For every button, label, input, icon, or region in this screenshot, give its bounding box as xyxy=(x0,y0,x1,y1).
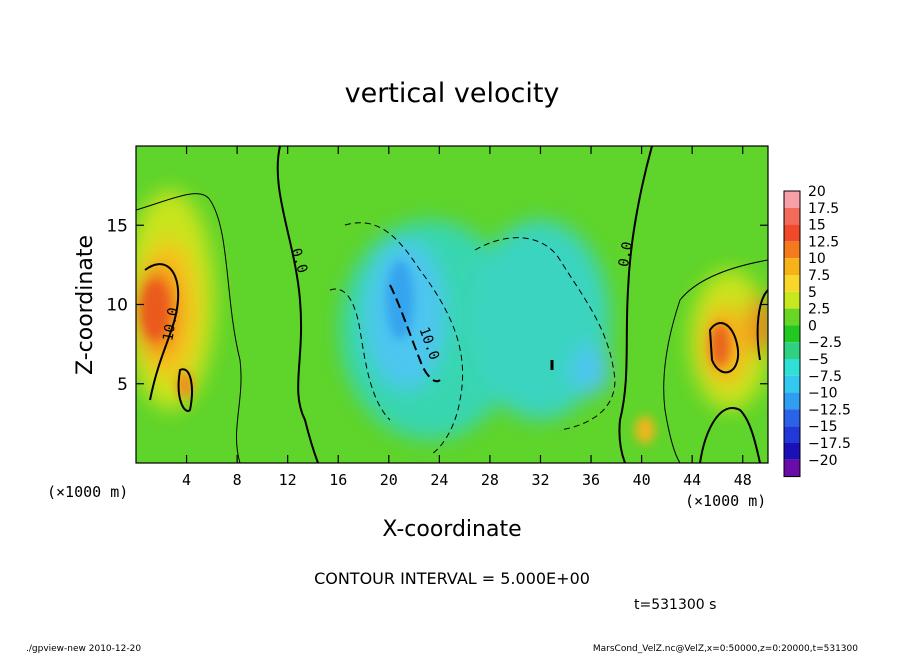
colorbar-swatch xyxy=(784,291,800,309)
contour-interval-label: CONTOUR INTERVAL = 5.000E+00 xyxy=(314,569,590,588)
x-tick-label: 36 xyxy=(582,471,600,489)
y-axis-label: Z-coordinate xyxy=(73,235,98,375)
colorbar-swatch xyxy=(784,359,800,376)
time-label: t=531300 s xyxy=(634,597,716,613)
footer-left: ./gpview-new 2010-12-20 xyxy=(26,644,141,654)
y-tick-label: 10 xyxy=(106,296,128,316)
colorbar-swatch xyxy=(784,275,800,292)
chart-title: vertical velocity xyxy=(345,78,560,109)
colorbar-label: −2.5 xyxy=(808,335,842,351)
colorbar-label: 0 xyxy=(808,318,817,334)
colorbar-swatch xyxy=(784,191,800,208)
x-unit-left: (×1000 m) xyxy=(47,483,128,501)
y-tick-label: 5 xyxy=(117,375,128,395)
colorbar-swatch xyxy=(784,241,800,259)
colorbar-label: −17.5 xyxy=(808,436,851,452)
contour-label: 0.0 xyxy=(287,246,310,275)
colorbar-label: 10 xyxy=(808,251,826,267)
colorbar-label: −20 xyxy=(808,453,838,469)
colorbar-swatch xyxy=(784,459,800,477)
contour-label: 10.0 xyxy=(160,306,182,342)
x-tick-label: 24 xyxy=(430,471,448,489)
x-tick-label: 48 xyxy=(734,471,752,489)
colorbar-label: 2.5 xyxy=(808,302,830,318)
colorbar-label: 12.5 xyxy=(808,234,839,250)
x-tick-label: 16 xyxy=(329,471,347,489)
x-axis-label: X-coordinate xyxy=(382,517,521,542)
colorbar-frame xyxy=(783,190,801,478)
colorbar-label: −15 xyxy=(808,419,838,435)
x-tick-label: 20 xyxy=(380,471,398,489)
x-tick-label: 12 xyxy=(279,471,297,489)
x-tick-label: 40 xyxy=(633,471,651,489)
colorbar-swatch xyxy=(784,325,800,343)
colorbar-label: −7.5 xyxy=(808,369,842,385)
colorbar-label: −12.5 xyxy=(808,402,851,418)
colorbar-swatch xyxy=(784,342,800,359)
x-tick-label: 28 xyxy=(481,471,499,489)
contour-label: 0.0 xyxy=(616,240,636,268)
colorbar: 2017.51512.5107.552.50−2.5−5−7.5−10−12.5… xyxy=(783,184,851,478)
y-tick-label: 15 xyxy=(106,216,128,236)
colorbar-label: −10 xyxy=(808,386,838,402)
colorbar-swatch xyxy=(784,426,800,443)
colorbar-label: 20 xyxy=(808,184,826,200)
colorbar-label: 15 xyxy=(808,218,826,234)
colorbar-label: 5 xyxy=(808,285,817,301)
colorbar-swatch xyxy=(784,392,800,410)
colorbar-label: −5 xyxy=(808,352,829,368)
colorbar-label: 7.5 xyxy=(808,268,830,284)
colorbar-swatch xyxy=(784,224,800,242)
colorbar-swatch xyxy=(784,443,800,460)
x-tick-label: 4 xyxy=(182,471,191,489)
colorbar-swatch xyxy=(784,207,800,225)
colorbar-swatch xyxy=(784,258,800,275)
x-unit-right: (×1000 m) xyxy=(685,492,766,510)
heatmap-field xyxy=(136,146,768,463)
x-tick-label: 8 xyxy=(233,471,242,489)
colorbar-label: 17.5 xyxy=(808,201,839,217)
colorbar-swatch xyxy=(784,375,800,393)
colorbar-swatch xyxy=(784,409,800,427)
footer-right: MarsCond_VelZ.nc@VelZ,x=0:50000,z=0:2000… xyxy=(593,644,858,654)
colorbar-swatch xyxy=(784,308,800,326)
x-tick-label: 32 xyxy=(531,471,549,489)
x-tick-label: 44 xyxy=(683,471,701,489)
